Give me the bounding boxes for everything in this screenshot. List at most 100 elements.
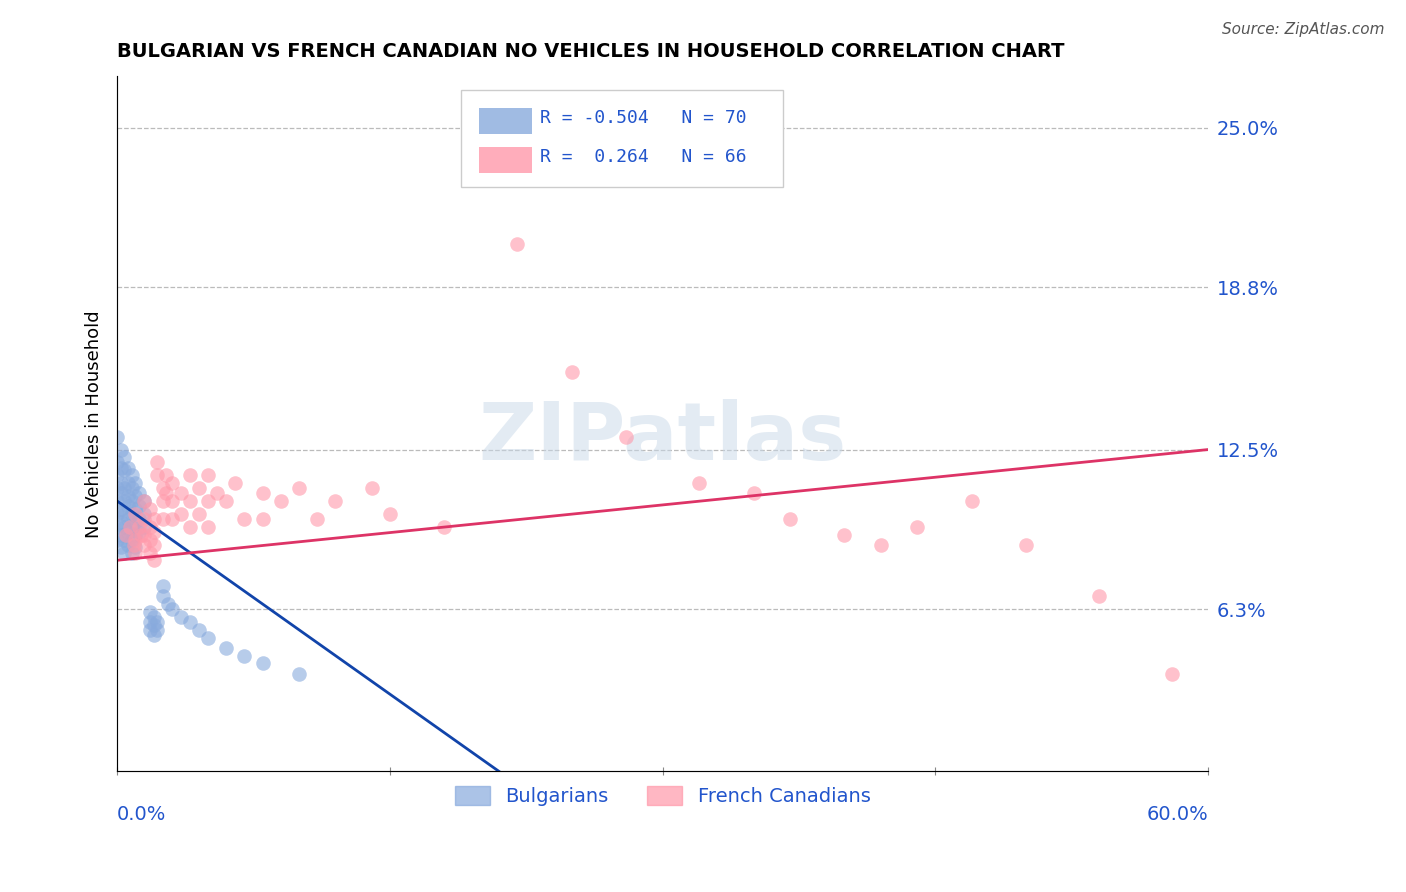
Point: [134, 520, 156, 534]
Point: [134, 494, 156, 508]
Point: [155, 468, 177, 483]
Point: [378, 507, 401, 521]
Point: [114, 545, 136, 559]
Point: [215, 640, 238, 655]
Point: [117, 538, 139, 552]
Point: [142, 538, 165, 552]
Legend: Bulgarians, French Canadians: Bulgarians, French Canadians: [447, 778, 879, 814]
Point: [139, 623, 162, 637]
Point: [134, 512, 156, 526]
Point: [561, 365, 583, 379]
Point: [160, 512, 183, 526]
Point: [124, 507, 146, 521]
Point: [110, 541, 132, 555]
Point: [110, 442, 132, 457]
Point: [905, 520, 928, 534]
Point: [115, 527, 138, 541]
Point: [834, 527, 856, 541]
Point: [470, 146, 492, 161]
Point: [105, 455, 128, 469]
Point: [121, 533, 143, 547]
Point: [122, 538, 145, 552]
Point: [152, 512, 174, 526]
Point: [325, 494, 347, 508]
Point: [179, 468, 201, 483]
Point: [134, 538, 156, 552]
Point: [105, 430, 128, 444]
Point: [118, 520, 141, 534]
Point: [117, 512, 139, 526]
Point: [105, 507, 128, 521]
Point: [110, 460, 132, 475]
Text: R = -0.504   N = 70: R = -0.504 N = 70: [540, 109, 747, 127]
Point: [179, 494, 201, 508]
Point: [157, 597, 180, 611]
Point: [117, 524, 139, 539]
Point: [121, 520, 143, 534]
Point: [188, 623, 211, 637]
Point: [121, 481, 143, 495]
Point: [128, 520, 150, 534]
Point: [117, 499, 139, 513]
Point: [142, 512, 165, 526]
Point: [152, 590, 174, 604]
Point: [110, 501, 132, 516]
Point: [105, 494, 128, 508]
Point: [152, 579, 174, 593]
Point: [110, 527, 132, 541]
Point: [105, 481, 128, 495]
Point: [224, 476, 246, 491]
Point: [252, 512, 274, 526]
Point: [139, 615, 162, 629]
Point: [114, 450, 136, 465]
Point: [105, 468, 128, 483]
Point: [134, 494, 156, 508]
Point: [142, 553, 165, 567]
Point: [121, 468, 143, 483]
Point: [128, 524, 150, 539]
Point: [179, 520, 201, 534]
Text: ZIPatlas: ZIPatlas: [478, 399, 846, 476]
Point: [121, 494, 143, 508]
Point: [142, 524, 165, 539]
Point: [124, 476, 146, 491]
Point: [288, 481, 311, 495]
Point: [1088, 590, 1111, 604]
Point: [205, 486, 228, 500]
FancyBboxPatch shape: [461, 90, 783, 187]
Point: [105, 520, 128, 534]
Point: [160, 602, 183, 616]
Point: [124, 489, 146, 503]
Point: [160, 476, 183, 491]
Point: [139, 533, 162, 547]
Y-axis label: No Vehicles in Household: No Vehicles in Household: [86, 310, 103, 538]
Point: [1015, 538, 1038, 552]
Point: [124, 541, 146, 555]
Point: [146, 623, 169, 637]
Point: [270, 494, 292, 508]
Point: [117, 460, 139, 475]
Point: [960, 494, 983, 508]
Point: [160, 494, 183, 508]
Point: [124, 527, 146, 541]
Text: BULGARIAN VS FRENCH CANADIAN NO VEHICLES IN HOUSEHOLD CORRELATION CHART: BULGARIAN VS FRENCH CANADIAN NO VEHICLES…: [117, 42, 1064, 61]
Point: [170, 486, 193, 500]
Point: [197, 468, 219, 483]
Point: [139, 545, 162, 559]
Text: R =  0.264   N = 66: R = 0.264 N = 66: [540, 148, 747, 166]
Point: [688, 476, 710, 491]
Point: [139, 520, 162, 534]
Point: [110, 515, 132, 529]
Point: [110, 486, 132, 500]
Point: [152, 481, 174, 495]
Point: [121, 545, 143, 559]
Point: [742, 486, 765, 500]
Point: [124, 515, 146, 529]
Point: [215, 494, 238, 508]
Point: [1160, 666, 1182, 681]
Point: [197, 520, 219, 534]
Point: [114, 481, 136, 495]
Point: [128, 486, 150, 500]
Point: [110, 476, 132, 491]
Point: [134, 507, 156, 521]
